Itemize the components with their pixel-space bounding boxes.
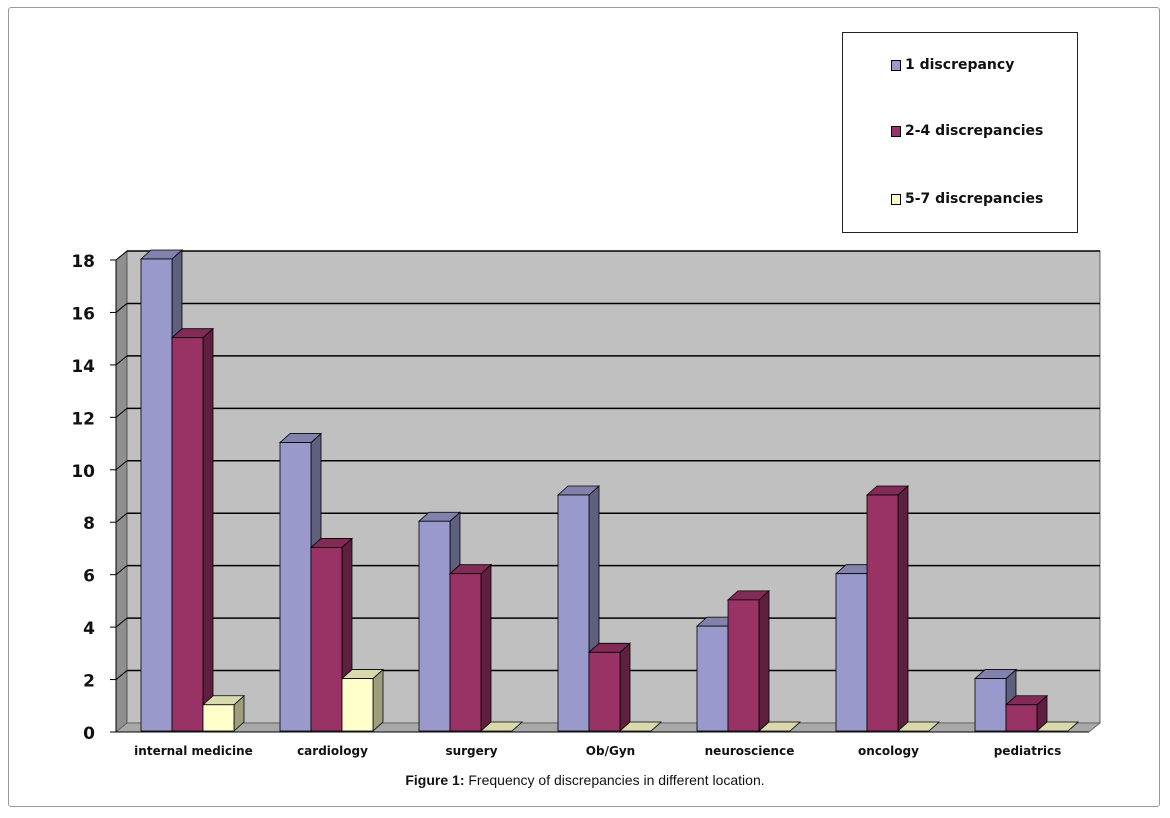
y-tick-label-4: 4 [83, 619, 95, 639]
bar-cardiology-1-discrepancy-front [279, 442, 312, 732]
gridline-side-14 [115, 355, 128, 366]
y-tick-label-16: 16 [71, 304, 95, 324]
y-tick-label-8: 8 [83, 514, 95, 534]
bar-surgery-2-4-discrepancies-side [480, 563, 492, 732]
x-tick-label-surgery: surgery [445, 744, 497, 758]
bar-surgery-5-7-discrepancies [479, 721, 524, 732]
bar-oncology-5-7-discrepancies-top [896, 721, 941, 732]
bar-cardiology-5-7-discrepancies [340, 668, 385, 732]
bar-oncology-2-4-discrepancies [865, 485, 910, 732]
bar-ob-gyn-2-4-discrepancies-front [588, 651, 621, 732]
gridline-side-10 [115, 460, 128, 471]
y-tick-label-14: 14 [71, 357, 95, 377]
bar-pediatrics-5-7-discrepancies-top [1035, 721, 1080, 732]
gridline-side-18 [115, 250, 128, 261]
bar-cardiology-5-7-discrepancies-side [372, 668, 384, 732]
bar-internal-medicine-2-4-discrepancies-side [202, 327, 214, 732]
legend-item-5-7-discrepancies: 5-7 discrepancies [891, 191, 1043, 207]
x-tick-label-cardiology: cardiology [297, 744, 368, 758]
gridline-side-8 [115, 512, 128, 523]
bar-cardiology-2-4-discrepancies-front [310, 547, 343, 732]
x-tick-label-oncology: oncology [858, 744, 919, 758]
x-tick-label-ob-gyn: Ob/Gyn [586, 744, 635, 758]
x-tick-label-neuroscience: neuroscience [705, 744, 795, 758]
y-tick-label-10: 10 [71, 462, 95, 482]
caption-label: Figure 1: [405, 772, 465, 788]
bar-internal-medicine-2-4-discrepancies-front [171, 337, 204, 732]
bar-neuroscience-2-4-discrepancies-side [758, 589, 770, 732]
y-tick-label-2: 2 [83, 672, 95, 692]
figure-frame [8, 7, 1160, 807]
bar-internal-medicine-5-7-discrepancies-front [202, 704, 235, 732]
bar-internal-medicine-1-discrepancy-front [140, 258, 173, 732]
gridline-side-6 [115, 565, 128, 576]
bar-pediatrics-2-4-discrepancies-front [1005, 704, 1038, 732]
legend-swatch-1-discrepancy [891, 59, 901, 71]
y-tick-label-18: 18 [71, 252, 95, 272]
x-tick-label-pediatrics: pediatrics [994, 744, 1062, 758]
bar-ob-gyn-2-4-discrepancies [587, 642, 632, 732]
legend-swatch-2-4-discrepancies [891, 125, 901, 137]
caption-text: Frequency of discrepancies in different … [468, 772, 765, 788]
bar-oncology-2-4-discrepancies-side [897, 485, 909, 732]
x-tick-label-internal-medicine: internal medicine [134, 744, 253, 758]
y-tick-label-6: 6 [83, 567, 95, 587]
bar-oncology-2-4-discrepancies-front [866, 494, 899, 732]
gridline-side-12 [115, 407, 128, 418]
bar-neuroscience-5-7-discrepancies-top [757, 721, 802, 732]
y-tick-label-0: 0 [83, 724, 95, 744]
legend-label-5-7-discrepancies: 5-7 discrepancies [905, 191, 1044, 207]
bar-surgery-5-7-discrepancies-top [479, 721, 524, 732]
plot-area: 0 2 4 6 8 10 12 14 16 18 internal medicine cardiolo… [71, 249, 1102, 758]
legend-label-2-4-discrepancies: 2-4 discrepancies [905, 123, 1044, 139]
bar-oncology-5-7-discrepancies [896, 721, 941, 732]
bar-pediatrics-1-discrepancy-front [974, 678, 1007, 732]
gridline-side-2 [115, 670, 128, 680]
bar-neuroscience-2-4-discrepancies [726, 589, 771, 732]
bar-neuroscience-2-4-discrepancies-front [727, 599, 760, 732]
chart-legend: 1 discrepancy 2-4 discrepancies 5-7 disc… [842, 32, 1078, 233]
bar-pediatrics-5-7-discrepancies [1035, 721, 1080, 732]
bar-cardiology-1-discrepancy [278, 432, 323, 732]
bar-ob-gyn-5-7-discrepancies [618, 721, 663, 732]
gridline-side-4 [115, 617, 128, 628]
bar-surgery-1-discrepancy-front [418, 520, 451, 732]
legend-item-1-discrepancy: 1 discrepancy [891, 57, 1014, 73]
bar-internal-medicine-2-4-discrepancies [170, 327, 215, 732]
side-wall [115, 250, 128, 733]
legend-label-1-discrepancy: 1 discrepancy [905, 57, 1015, 73]
figure-caption: Figure 1: Frequency of discrepancies in … [0, 772, 1170, 788]
bar-ob-gyn-1-discrepancy-front [557, 494, 590, 732]
bar-surgery-2-4-discrepancies [448, 563, 493, 732]
legend-item-2-4-discrepancies: 2-4 discrepancies [891, 123, 1043, 139]
legend-swatch-5-7-discrepancies [891, 193, 901, 205]
gridline-side-16 [115, 303, 128, 313]
bar-oncology-1-discrepancy-front [835, 573, 868, 732]
bar-ob-gyn-5-7-discrepancies-top [618, 721, 663, 732]
bar-ob-gyn-2-4-discrepancies-side [619, 642, 631, 732]
y-tick-label-12: 12 [71, 409, 95, 429]
bar-neuroscience-5-7-discrepancies [757, 721, 802, 732]
bar-neuroscience-1-discrepancy-front [696, 625, 729, 732]
bar-cardiology-5-7-discrepancies-front [341, 678, 374, 732]
bar-internal-medicine-5-7-discrepancies [201, 694, 246, 732]
bar-surgery-2-4-discrepancies-front [449, 573, 482, 732]
bar-pediatrics-2-4-discrepancies [1004, 694, 1049, 732]
